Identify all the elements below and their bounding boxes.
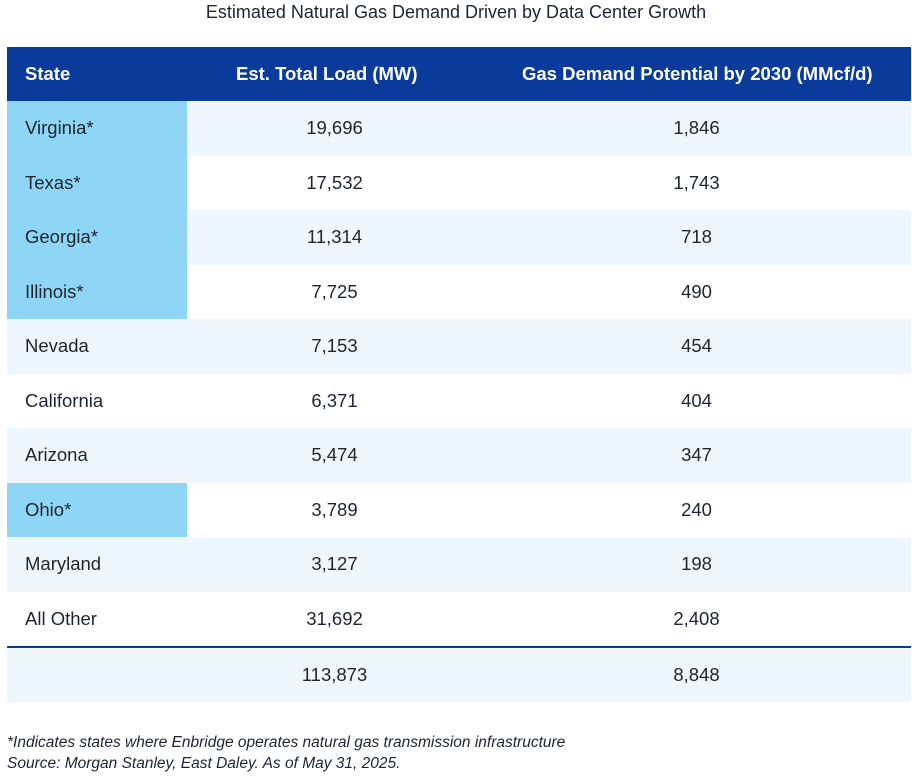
table-row: Texas* 17,532 1,743 (7, 155, 911, 210)
cell-state: California (25, 389, 104, 411)
table-row: All Other 31,692 2,408 (7, 591, 911, 646)
cell-state: Ohio* (7, 482, 187, 537)
total-label (7, 648, 187, 702)
table-row: Maryland 3,127 198 (7, 537, 911, 592)
table-row: California 6,371 404 (7, 373, 911, 428)
cell-gas: 718 (681, 226, 712, 248)
table-row: Arizona 5,474 347 (7, 428, 911, 483)
cell-load: 5,474 (311, 444, 358, 466)
header-load: Est. Total Load (MW) (236, 63, 418, 84)
table-row: Illinois* 7,725 490 (7, 264, 911, 319)
cell-state: Nevada (25, 335, 89, 357)
cell-state: Arizona (25, 444, 88, 466)
cell-load: 19,696 (306, 117, 363, 139)
cell-load: 17,532 (306, 171, 363, 193)
footnote-enbridge: *Indicates states where Enbridge operate… (7, 734, 566, 751)
cell-gas: 490 (681, 280, 712, 302)
footnotes: *Indicates states where Enbridge operate… (7, 732, 565, 774)
cell-state: Georgia* (7, 210, 187, 265)
cell-gas: 1,846 (673, 117, 720, 139)
cell-load: 6,371 (311, 389, 358, 411)
cell-load: 3,789 (311, 498, 358, 520)
cell-gas: 404 (681, 389, 712, 411)
cell-gas: 454 (681, 335, 712, 357)
cell-load: 31,692 (306, 607, 363, 629)
cell-gas: 1,743 (673, 171, 720, 193)
cell-load: 7,153 (311, 335, 358, 357)
table-body: Virginia* 19,696 1,846 Texas* 17,532 1,743 Geo… (7, 101, 911, 646)
cell-load: 3,127 (311, 553, 358, 575)
cell-gas: 240 (681, 498, 712, 520)
data-table: State Est. Total Load (MW) Gas Demand Po… (7, 47, 911, 702)
cell-gas: 347 (681, 444, 712, 466)
total-row: 113,873 8,848 (7, 646, 911, 702)
cell-gas: 198 (681, 553, 712, 575)
total-gas: 8,848 (673, 664, 720, 685)
cell-state: Virginia* (7, 101, 187, 156)
cell-load: 11,314 (306, 226, 363, 248)
chart-title: Estimated Natural Gas Demand Driven by D… (205, 2, 707, 22)
table-header: State Est. Total Load (MW) Gas Demand Po… (7, 47, 911, 101)
table-row: Ohio* 3,789 240 (7, 482, 911, 537)
cell-gas: 2,408 (673, 607, 720, 629)
footnote-source: Source: Morgan Stanley, East Daley. As o… (7, 755, 401, 772)
cell-state: Texas* (7, 155, 187, 210)
cell-load: 7,725 (311, 280, 358, 302)
table-row: Virginia* 19,696 1,846 (7, 101, 911, 156)
cell-state: Maryland (25, 553, 102, 575)
header-gas: Gas Demand Potential by 2030 (MMcf/d) (522, 63, 873, 84)
total-load: 113,873 (301, 664, 368, 685)
cell-state: Illinois* (7, 264, 187, 319)
cell-state: All Other (25, 607, 97, 629)
table-row: Nevada 7,153 454 (7, 319, 911, 374)
table-row: Georgia* 11,314 718 (7, 210, 911, 265)
header-state: State (25, 63, 71, 84)
